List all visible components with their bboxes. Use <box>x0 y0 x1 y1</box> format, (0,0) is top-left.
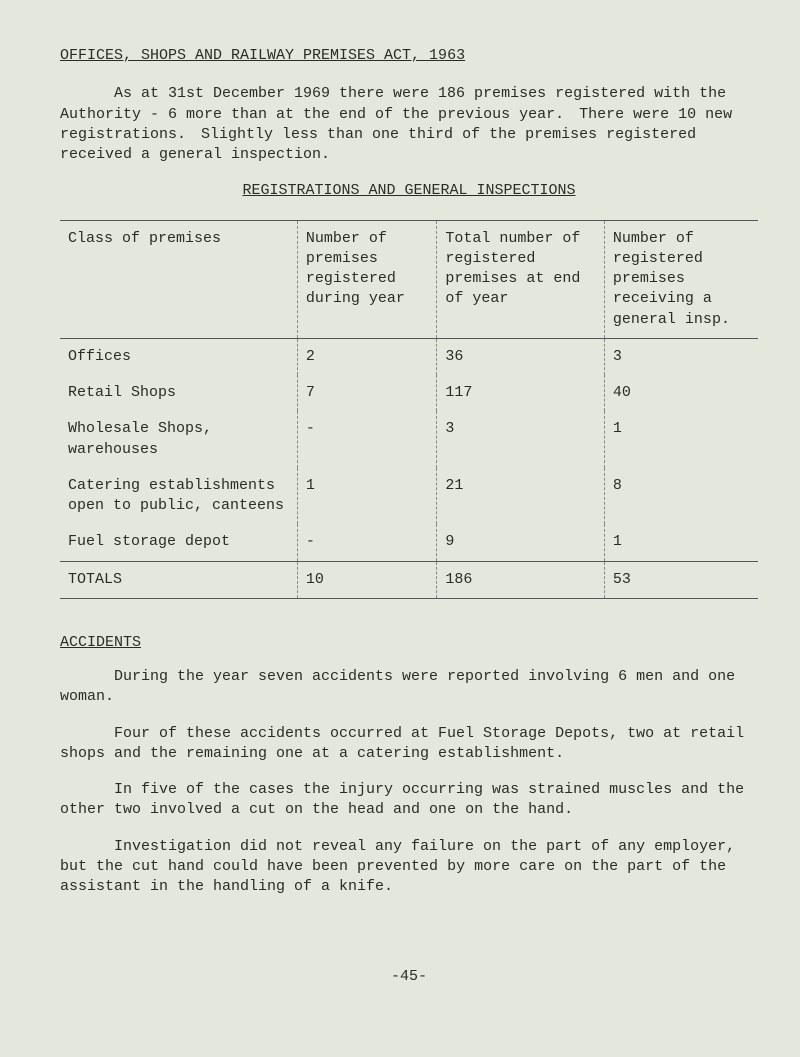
header-registered-year: Number of premises registered during yea… <box>297 220 437 338</box>
table-heading: REGISTRATIONS AND GENERAL INSPECTIONS <box>60 181 758 201</box>
page-number: -45- <box>60 967 758 987</box>
cell-insp: 40 <box>604 375 758 411</box>
cell-class: Retail Shops <box>60 375 297 411</box>
table-totals: TOTALS 10 186 53 <box>60 561 758 598</box>
header-class: Class of premises <box>60 220 297 338</box>
table-body: Offices 2 36 3 Retail Shops 7 117 40 Who… <box>60 338 758 561</box>
table-row: Offices 2 36 3 <box>60 338 758 375</box>
table-row: Retail Shops 7 117 40 <box>60 375 758 411</box>
totals-insp: 53 <box>604 561 758 598</box>
cell-reg-year: - <box>297 524 437 561</box>
intro-paragraph: As at 31st December 1969 there were 186 … <box>60 84 758 165</box>
page-title: OFFICES, SHOPS AND RAILWAY PREMISES ACT,… <box>60 46 758 66</box>
header-total-end-year: Total number of registered premises at e… <box>437 220 605 338</box>
totals-row: TOTALS 10 186 53 <box>60 561 758 598</box>
cell-insp: 1 <box>604 411 758 468</box>
document-page: OFFICES, SHOPS AND RAILWAY PREMISES ACT,… <box>0 0 800 1057</box>
cell-total: 3 <box>437 411 605 468</box>
table-header-row: Class of premises Number of premises reg… <box>60 220 758 338</box>
cell-reg-year: - <box>297 411 437 468</box>
cell-total: 117 <box>437 375 605 411</box>
totals-label: TOTALS <box>60 561 297 598</box>
cell-reg-year: 1 <box>297 468 437 525</box>
accidents-para-1: During the year seven accidents were rep… <box>60 667 758 708</box>
accidents-para-2: Four of these accidents occurred at Fuel… <box>60 724 758 765</box>
cell-insp: 1 <box>604 524 758 561</box>
table-row: Wholesale Shops, warehouses - 3 1 <box>60 411 758 468</box>
totals-total: 186 <box>437 561 605 598</box>
totals-reg-year: 10 <box>297 561 437 598</box>
cell-reg-year: 7 <box>297 375 437 411</box>
accidents-para-4: Investigation did not reveal any failure… <box>60 837 758 898</box>
table-row: Fuel storage depot - 9 1 <box>60 524 758 561</box>
cell-total: 21 <box>437 468 605 525</box>
cell-class: Wholesale Shops, warehouses <box>60 411 297 468</box>
accidents-para-3: In five of the cases the injury occurrin… <box>60 780 758 821</box>
registrations-table: Class of premises Number of premises reg… <box>60 220 758 599</box>
cell-class: Fuel storage depot <box>60 524 297 561</box>
header-general-insp: Number of registered premises receiving … <box>604 220 758 338</box>
cell-class: Catering establishments open to public, … <box>60 468 297 525</box>
cell-total: 36 <box>437 338 605 375</box>
cell-insp: 3 <box>604 338 758 375</box>
accidents-heading: ACCIDENTS <box>60 633 758 653</box>
cell-class: Offices <box>60 338 297 375</box>
cell-reg-year: 2 <box>297 338 437 375</box>
cell-insp: 8 <box>604 468 758 525</box>
table-row: Catering establishments open to public, … <box>60 468 758 525</box>
cell-total: 9 <box>437 524 605 561</box>
